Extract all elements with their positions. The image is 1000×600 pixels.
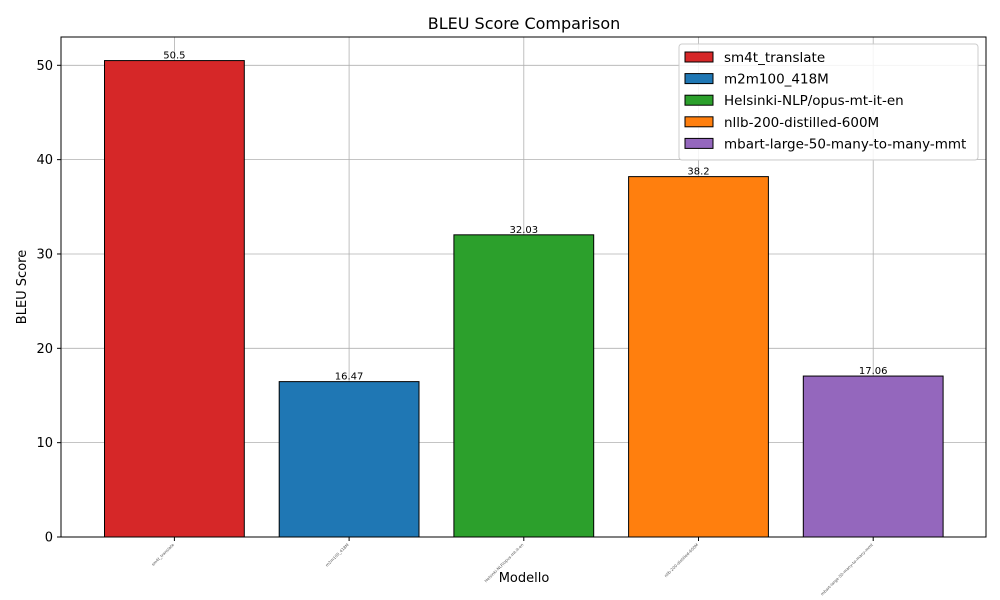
chart-title: BLEU Score Comparison xyxy=(428,14,621,33)
y-axis-label: BLEU Score xyxy=(15,250,30,324)
y-tick-label: 30 xyxy=(36,247,53,262)
legend-label: nllb-200-distilled-600M xyxy=(724,115,879,131)
legend-swatch xyxy=(684,73,714,85)
x-tick-label: m2m100_418M xyxy=(324,542,350,568)
bar xyxy=(453,234,595,538)
legend-swatch xyxy=(684,137,714,149)
bars xyxy=(104,60,944,538)
legend-label: sm4t_translate xyxy=(724,50,825,66)
bar xyxy=(628,176,769,538)
legend-swatch xyxy=(684,51,714,63)
bar xyxy=(802,375,944,538)
legend-swatch xyxy=(684,94,714,106)
y-tick-label: 0 xyxy=(45,531,53,546)
x-axis-label: Modello xyxy=(499,571,550,586)
y-tick-label: 40 xyxy=(36,153,53,168)
x-axis-ticks: sm4t_translate m2m100_418M Helsinki-NLP/op… xyxy=(150,537,874,596)
bar-value-label: 16.47 xyxy=(335,372,364,383)
bar xyxy=(278,381,420,538)
legend-box xyxy=(678,43,979,161)
legend-swatch xyxy=(684,116,714,128)
legend-label: Helsinki-NLP/opus-mt-it-en xyxy=(724,93,904,109)
x-tick-label: sm4t_translate xyxy=(150,542,175,567)
x-tick-label: mbart-large-50-many-to-many-mmt xyxy=(820,542,875,597)
bar-value-label: 32.03 xyxy=(509,225,538,236)
y-tick-label: 50 xyxy=(36,59,53,74)
y-axis-ticks: 0 10 20 30 40 50 xyxy=(36,59,61,546)
y-tick-label: 20 xyxy=(36,342,53,357)
bar-value-label: 50.5 xyxy=(163,51,185,62)
legend-label: m2m100_418M xyxy=(724,72,829,88)
bar xyxy=(104,60,245,538)
bar-value-labels: 50.5 16.47 32.03 38.2 17.06 xyxy=(163,51,887,383)
bar-value-label: 17.06 xyxy=(859,366,888,377)
y-tick-label: 10 xyxy=(36,436,53,451)
legend-label: mbart-large-50-many-to-many-mmt xyxy=(724,136,966,152)
x-tick-label: nllb-200-distilled-600M xyxy=(663,542,699,578)
legend: sm4t_translate m2m100_418M Helsinki-NLP/op… xyxy=(678,43,979,161)
bar-value-label: 38.2 xyxy=(687,167,709,178)
